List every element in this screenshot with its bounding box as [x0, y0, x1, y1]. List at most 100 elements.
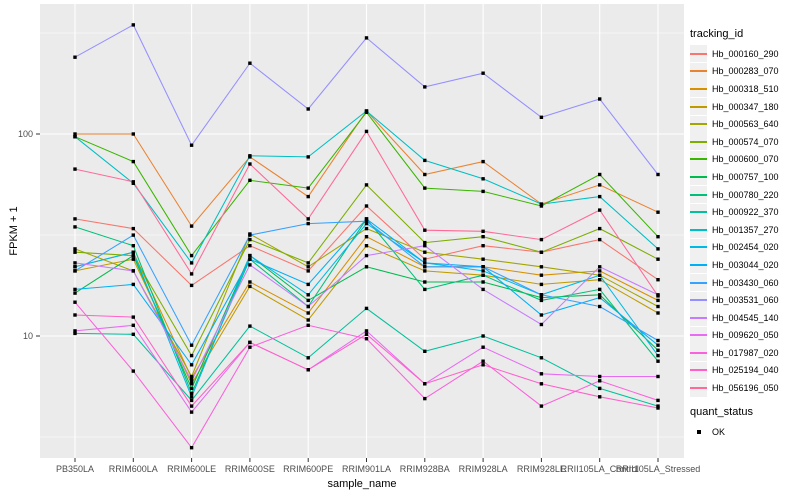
data-point [73, 331, 77, 336]
data-point [598, 304, 602, 309]
data-point [189, 283, 194, 288]
data-point [481, 273, 485, 277]
data-point [189, 343, 194, 347]
legend-label: Hb_000347_180 [712, 101, 779, 112]
data-point [248, 345, 252, 349]
legend-item-Hb_001357_270: Hb_001357_270 [690, 221, 800, 239]
data-point [73, 287, 77, 292]
y-axis-title: FPKM + 1 [8, 206, 20, 256]
data-point [423, 280, 427, 284]
data-point [131, 132, 135, 136]
x-tick-label-PB350LA: PB350LA [56, 464, 94, 474]
data-point [364, 221, 369, 226]
data-point [189, 272, 194, 276]
legend-color-line [690, 52, 707, 55]
data-point [189, 353, 194, 358]
data-point [248, 284, 252, 289]
legend-color-line [690, 281, 707, 284]
x-tick-label-RRIM928LA: RRIM928LA [459, 464, 508, 474]
data-point [598, 395, 602, 399]
data-point [539, 204, 544, 208]
data-point [656, 374, 660, 379]
legend-item-Hb_000283_070: Hb_000283_070 [690, 62, 800, 81]
legend-label: Hb_002454_020 [712, 242, 779, 253]
legend-color-line [690, 351, 707, 354]
data-point [189, 261, 194, 265]
data-point [131, 159, 135, 164]
data-point [539, 382, 544, 386]
data-point [189, 363, 194, 367]
data-point [248, 324, 252, 328]
data-point [73, 261, 77, 265]
legend-color-line [690, 246, 707, 249]
legend-color-line [690, 334, 707, 337]
data-point [248, 244, 252, 248]
data-point [598, 379, 602, 383]
legend-key-marker [690, 423, 707, 440]
data-point [131, 244, 135, 248]
legend-label: Hb_000757_100 [712, 171, 779, 182]
data-point [423, 349, 427, 353]
legend-item-Hb_003430_060: Hb_003430_060 [690, 274, 800, 292]
legend-label: Hb_000600_070 [712, 154, 779, 165]
data-point [306, 194, 310, 199]
data-point [306, 221, 310, 226]
data-point [539, 250, 544, 254]
series-points-Hb_003531_060 [73, 23, 660, 177]
data-point [306, 107, 310, 111]
legend-color-line [690, 123, 707, 126]
legend-key-swatch [690, 62, 707, 80]
data-point [189, 410, 194, 414]
legend-color-line [690, 299, 707, 302]
legend-item-Hb_017987_020: Hb_017987_020 [690, 344, 800, 362]
legend-label: Hb_003531_060 [712, 295, 779, 306]
data-point [423, 158, 427, 163]
data-point [598, 237, 602, 242]
legend-title-tracking-id: tracking_id [690, 28, 744, 40]
data-point [131, 233, 135, 237]
legend-key-swatch [690, 238, 707, 256]
legend-label: Hb_000780_220 [712, 189, 779, 200]
data-point [248, 253, 252, 258]
legend-key-swatch [690, 98, 707, 116]
data-point [189, 398, 194, 403]
data-point [656, 294, 660, 298]
data-point [364, 265, 369, 269]
data-point [539, 237, 544, 242]
data-point [598, 295, 602, 300]
data-point [306, 323, 310, 327]
legend-label: Hb_000283_070 [712, 66, 779, 77]
data-point [73, 132, 77, 136]
legend-item-Hb_000347_180: Hb_000347_180 [690, 98, 800, 116]
data-point [423, 261, 427, 265]
data-point [423, 269, 427, 273]
data-point [306, 269, 310, 273]
legend-color-line [690, 158, 707, 161]
data-point [423, 396, 427, 401]
data-point [306, 356, 310, 360]
data-point [656, 298, 660, 303]
legend-label: Hb_025194_040 [712, 365, 779, 376]
data-point [539, 282, 544, 287]
data-point [481, 159, 485, 164]
legend-label: Hb_017987_020 [712, 347, 779, 358]
legend-item-Hb_056196_050: Hb_056196_050 [690, 379, 800, 397]
data-point [306, 368, 310, 372]
x-tick-label-RRIM928BA: RRIM928BA [400, 464, 450, 474]
data-point [656, 257, 660, 261]
legend-item-Hb_000574_070: Hb_000574_070 [690, 133, 800, 151]
legend-label: Hb_000922_370 [712, 207, 779, 218]
data-point [598, 374, 602, 379]
legend-label: Hb_003044_020 [712, 259, 779, 270]
data-point [131, 23, 135, 27]
data-point [364, 306, 369, 311]
legend-key-swatch [690, 274, 707, 292]
data-point [73, 55, 77, 59]
x-axis-title: sample_name [327, 478, 397, 490]
legend-label: Hb_000574_070 [712, 136, 779, 147]
legend-item-Hb_003044_020: Hb_003044_020 [690, 256, 800, 274]
data-point [539, 202, 544, 206]
data-point [131, 269, 135, 273]
data-point [598, 183, 602, 187]
data-point [423, 250, 427, 254]
